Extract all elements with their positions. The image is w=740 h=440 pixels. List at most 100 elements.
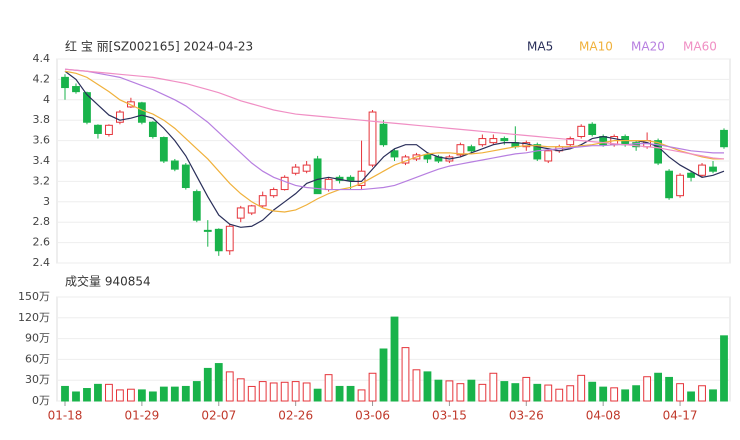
x-tick-label: 03-15 (432, 409, 467, 423)
volume-bar (643, 376, 652, 402)
candle-body (203, 229, 212, 232)
candle-body (709, 166, 717, 172)
candle-body (632, 142, 641, 148)
candle-body (291, 166, 300, 174)
volume-bar (126, 388, 135, 402)
candle-body (214, 228, 223, 252)
candle-body (247, 205, 256, 214)
volume-bar (72, 391, 80, 402)
candle-body (236, 207, 245, 219)
y-tick-label: 30万 (25, 373, 50, 386)
y-tick-label: 120万 (18, 311, 50, 324)
volume-bar (61, 385, 69, 402)
volume-bar (379, 348, 388, 402)
volume-bar (247, 385, 256, 402)
ma-line (64, 70, 724, 213)
volume-bar (445, 380, 454, 402)
candle-body (500, 138, 509, 142)
volume-bar (698, 385, 706, 402)
candle-body (456, 144, 465, 156)
candle-body (225, 225, 234, 252)
candle-body (313, 158, 322, 195)
volume-bar (214, 363, 223, 402)
x-tick-label: 01-29 (124, 409, 159, 423)
y-tick-label: 4 (43, 93, 50, 106)
y-tick-label: 150万 (18, 290, 50, 303)
candle-body (423, 154, 432, 160)
volume-bar (335, 385, 344, 402)
candle-body (566, 138, 575, 146)
x-tick-label: 03-06 (355, 409, 390, 423)
volume-title: 成交量 940854 (65, 274, 151, 289)
volume-bar (599, 386, 608, 402)
ma-line (64, 68, 725, 160)
volume-bar (478, 383, 487, 402)
volume-bar (83, 388, 91, 402)
x-tick-label: 01-18 (48, 409, 83, 423)
candle-body (489, 138, 498, 144)
volume-bar (489, 372, 498, 402)
candle-body (324, 178, 333, 191)
candle-body (181, 164, 190, 189)
y-tick-label: 4.4 (33, 52, 51, 65)
volume-bar (192, 381, 201, 402)
y-tick-label: 60万 (25, 352, 50, 365)
candle-body (687, 172, 695, 178)
y-tick-label: 2.4 (33, 256, 51, 269)
volume-bar (423, 371, 432, 402)
volume-bar (709, 389, 717, 402)
volume-bar (170, 386, 179, 402)
volume-bar (148, 391, 157, 402)
volume-bar (566, 385, 575, 402)
candle-body (148, 121, 157, 138)
volume-bar (676, 383, 684, 402)
volume-bar (412, 369, 421, 402)
candle-body (577, 125, 586, 138)
legend-entry: MA5 (527, 40, 553, 54)
volume-bar (511, 383, 520, 402)
y-tick-label: 2.8 (33, 215, 51, 228)
volume-bar (159, 386, 168, 402)
x-tick-label: 02-07 (201, 409, 236, 423)
y-tick-label: 0万 (32, 394, 50, 407)
y-tick-label: 4.2 (33, 72, 51, 85)
volume-bar (302, 382, 311, 402)
candle-body (478, 138, 487, 146)
volume-bar (236, 378, 245, 402)
legend-entry: MA10 (579, 40, 613, 54)
volume-bar (577, 374, 586, 402)
y-tick-label: 3.4 (33, 154, 51, 167)
ma-line (64, 70, 725, 228)
volume-bar (533, 383, 542, 402)
volume-bar (181, 385, 190, 402)
y-tick-label: 3.8 (33, 113, 51, 126)
x-tick-label: 02-26 (278, 409, 313, 423)
candle-body (105, 124, 113, 135)
volume-bar (258, 381, 267, 402)
y-tick-label: 3.6 (33, 134, 51, 147)
volume-bar (269, 382, 278, 402)
volume-bar (225, 371, 234, 402)
candle-body (654, 140, 663, 164)
x-tick-label: 04-08 (586, 409, 621, 423)
volume-bar (280, 381, 289, 402)
candle-body (170, 160, 179, 170)
volume-bar (434, 379, 443, 402)
candle-body (116, 111, 124, 123)
candle-body (137, 102, 146, 123)
volume-bar (665, 376, 673, 402)
volume-bar (610, 387, 619, 402)
volume-bar (390, 316, 399, 402)
volume-bar (555, 388, 564, 402)
candle-body (83, 92, 91, 123)
candle-body (61, 76, 69, 89)
volume-bar (94, 383, 102, 402)
volume-bar (720, 335, 728, 402)
volume-bar (357, 389, 366, 402)
candle-body (302, 164, 311, 172)
y-tick-label: 3 (43, 195, 50, 208)
candle-body (94, 124, 102, 134)
candle-body (258, 195, 267, 207)
candle-body (379, 123, 388, 146)
